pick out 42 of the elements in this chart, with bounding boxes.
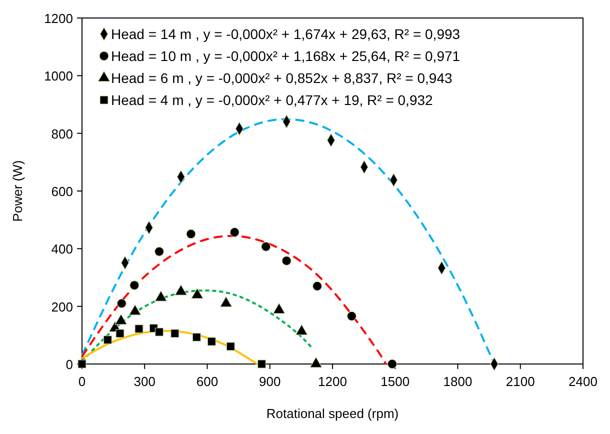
point [186, 229, 196, 239]
x-tick-label: 1500 [380, 374, 410, 389]
y-tick-label: 800 [51, 126, 73, 142]
point [103, 335, 112, 344]
point [207, 337, 216, 346]
y-tick-label: 400 [51, 242, 73, 257]
x-tick-label: 900 [259, 374, 281, 389]
y-axis-title: Power (W) [10, 160, 25, 222]
x-tick-label: 2100 [506, 374, 535, 389]
x-tick-label: 1200 [318, 374, 347, 389]
point [154, 328, 164, 336]
x-tick-label: 1800 [443, 374, 472, 389]
point [261, 242, 271, 252]
legend-label: Head = 6 m , y = -0,000x² + 0,852x + 8,837, R² = 0,943 [111, 70, 452, 86]
point [282, 256, 292, 266]
y-tick-label: 600 [51, 184, 73, 199]
point [230, 227, 240, 238]
point [192, 332, 201, 342]
y-tick-label: 200 [51, 299, 73, 314]
x-tick-label: 2400 [568, 374, 598, 389]
legend-label: Head = 14 m , y = -0,000x² + 1,674x + 29,63, R² = 0,993 [111, 26, 460, 42]
x-tick-label: 600 [196, 374, 218, 389]
point [312, 281, 322, 291]
point [257, 360, 266, 368]
point [116, 329, 124, 338]
point [154, 246, 164, 256]
legend-label: Head = 4 m , y = -0,000x² + 0,477x + 19, R² = 0,932 [111, 92, 434, 108]
point [134, 324, 144, 334]
point [170, 329, 180, 338]
y-tick-label: 1000 [44, 68, 73, 84]
point [116, 298, 126, 308]
y-tick-label: 0 [66, 357, 73, 372]
point [346, 311, 357, 321]
x-axis-title: Rotational speed (rpm) [266, 406, 399, 421]
point [130, 280, 140, 290]
x-tick-label: 0 [78, 374, 86, 389]
point [78, 360, 86, 368]
point [387, 359, 398, 369]
y-tick-label: 1200 [44, 11, 73, 26]
x-tick-label: 300 [134, 374, 156, 389]
legend-label: Head = 10 m , y = -0,000x² + 1,168x + 25,64, R² = 0,971 [111, 48, 460, 64]
point [226, 342, 235, 351]
